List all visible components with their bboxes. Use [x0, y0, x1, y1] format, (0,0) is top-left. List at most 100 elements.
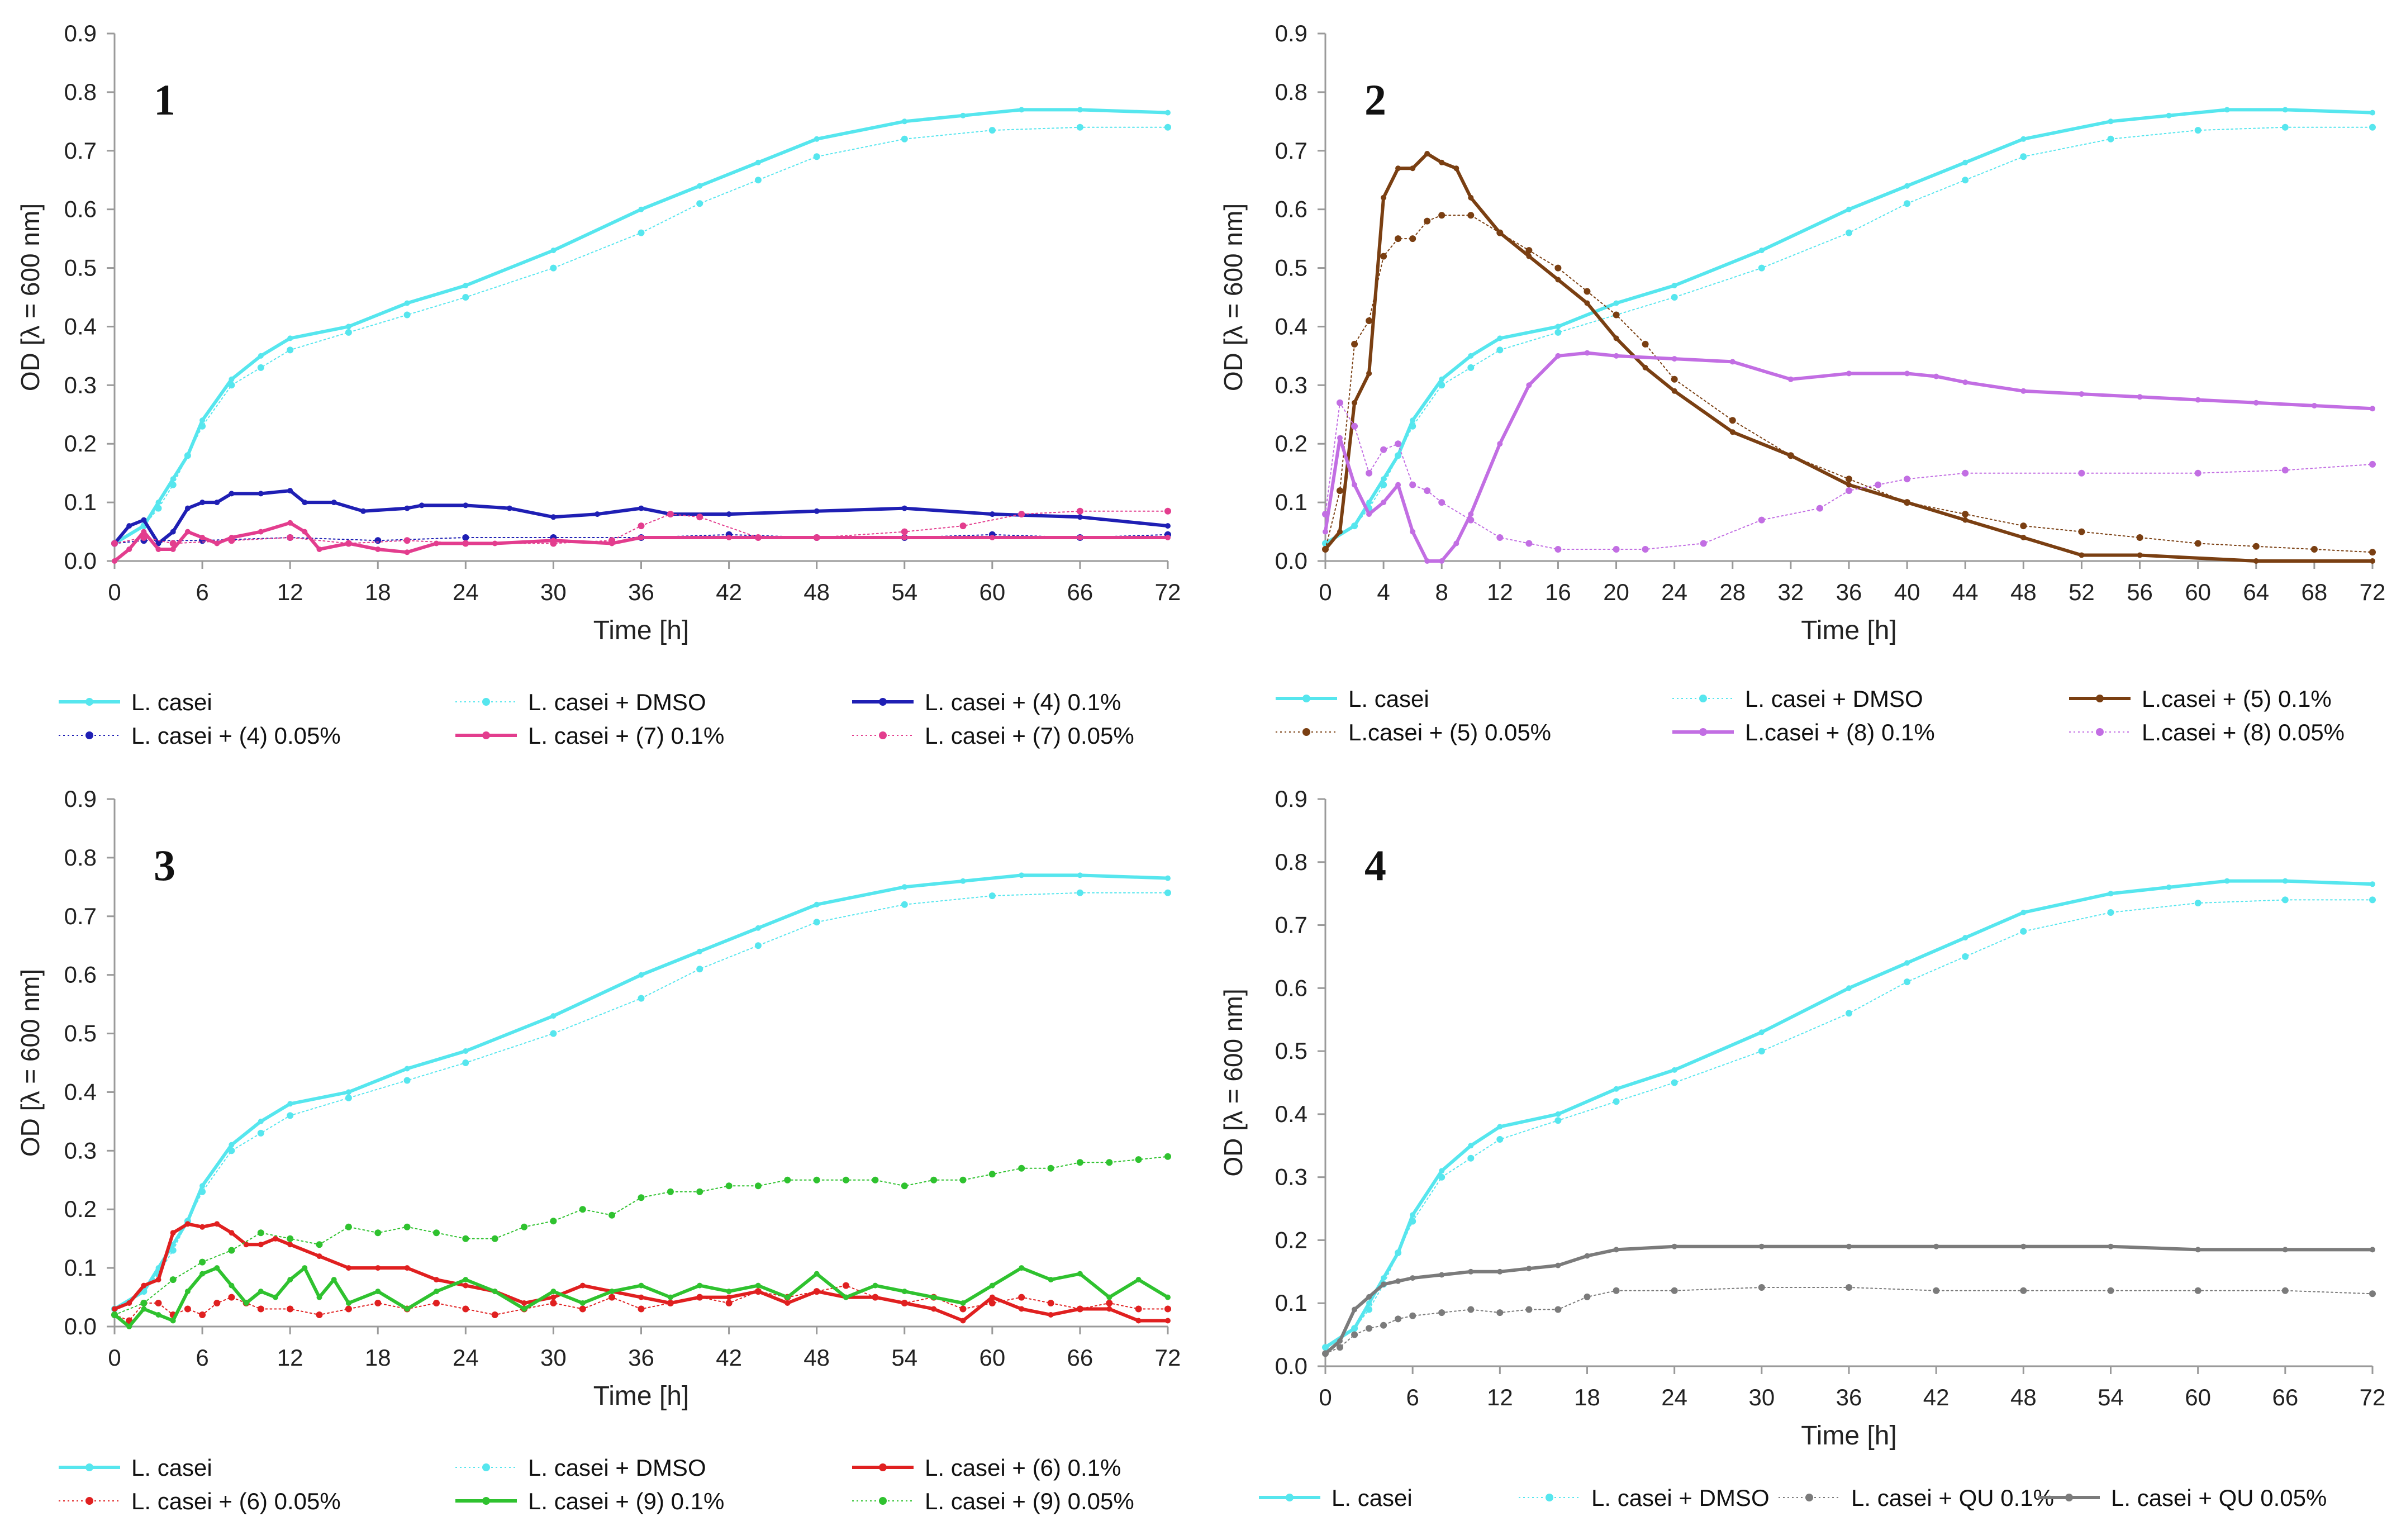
data-point — [696, 200, 703, 207]
data-point — [199, 417, 206, 424]
y-tick-label: 0.8 — [64, 844, 97, 871]
y-axis-title: OD [λ = 600 nm] — [1219, 203, 1248, 391]
data-point — [1076, 507, 1083, 515]
legend-label: L. casei + (4) 0.1% — [925, 689, 1121, 715]
data-point — [1439, 1272, 1445, 1278]
legend-swatch-marker — [482, 731, 490, 739]
data-point — [1380, 253, 1387, 260]
data-point — [1787, 376, 1794, 382]
legend-item-l-casei-dmso: L. casei + DMSO — [1519, 1485, 1770, 1511]
x-tick-label: 72 — [1155, 1344, 1181, 1371]
data-point — [959, 1176, 967, 1183]
x-tick-label: 36 — [628, 1344, 654, 1371]
data-point — [1787, 452, 1794, 459]
y-tick-label: 0.4 — [1275, 313, 1307, 339]
y-tick-label: 0.5 — [1275, 1038, 1307, 1064]
data-point — [1453, 540, 1459, 546]
data-point — [199, 1183, 206, 1189]
data-point — [462, 294, 469, 301]
data-point — [2370, 881, 2375, 887]
data-point — [2281, 1287, 2289, 1294]
data-point — [1526, 1266, 1532, 1272]
data-point — [1409, 1218, 1416, 1225]
data-point — [638, 535, 644, 540]
data-point — [1351, 340, 1358, 348]
y-tick-label: 0.0 — [64, 1313, 97, 1339]
y-tick-label: 0.1 — [1275, 1290, 1307, 1316]
data-point — [170, 529, 176, 535]
data-point — [755, 925, 761, 931]
data-point — [229, 1230, 235, 1236]
data-point — [931, 1306, 937, 1312]
data-point — [1613, 1287, 1620, 1294]
data-point — [1671, 294, 1678, 301]
data-point — [463, 1277, 469, 1283]
legend-label: L. casei — [131, 689, 212, 715]
data-point — [1700, 540, 1707, 547]
series-line — [113, 873, 1169, 1311]
x-tick-label: 8 — [1435, 579, 1448, 605]
legend-item-l-casei-6-0-05: L. casei + (6) 0.05% — [59, 1488, 341, 1514]
x-tick-label: 66 — [1067, 1344, 1093, 1371]
data-point — [1904, 200, 1911, 207]
data-point — [755, 159, 761, 165]
data-point — [1933, 373, 1939, 379]
data-point — [229, 376, 235, 382]
series-l-casei-9-0-1 — [112, 1265, 1171, 1329]
x-tick-label: 24 — [453, 1344, 479, 1371]
data-point — [126, 523, 132, 529]
data-point — [199, 1258, 206, 1266]
data-point — [214, 1221, 220, 1227]
data-point — [1525, 540, 1533, 547]
data-point — [2078, 469, 2085, 477]
data-point — [1076, 123, 1083, 131]
data-point — [1497, 441, 1503, 447]
data-point — [1351, 1331, 1358, 1338]
legend-swatch-marker — [879, 698, 887, 706]
series-line — [114, 1156, 1168, 1315]
data-point — [2253, 400, 2259, 406]
data-point — [2370, 406, 2375, 412]
y-tick-label: 0.0 — [1275, 548, 1307, 574]
data-point — [2194, 127, 2201, 134]
x-tick-label: 20 — [1603, 579, 1629, 605]
data-point — [1438, 1309, 1445, 1316]
data-point — [155, 500, 161, 506]
data-point — [2369, 460, 2376, 468]
data-point — [2020, 1243, 2027, 1249]
data-point — [112, 1306, 117, 1312]
y-tick-label: 0.2 — [64, 430, 97, 457]
data-point — [638, 1294, 644, 1300]
x-tick-label: 60 — [2185, 579, 2211, 605]
y-tick-label: 0.9 — [64, 20, 97, 46]
data-point — [1410, 529, 1416, 535]
data-point — [813, 1288, 820, 1295]
data-point — [1410, 417, 1416, 424]
data-point — [988, 1300, 996, 1306]
data-point — [1904, 183, 1910, 189]
data-point — [667, 511, 674, 518]
x-tick-label: 24 — [453, 579, 479, 605]
data-point — [360, 508, 367, 514]
data-point — [1439, 1168, 1445, 1174]
x-tick-label: 66 — [2272, 1384, 2298, 1410]
legend-label: L. casei + DMSO — [1591, 1485, 1770, 1511]
legend-swatch-marker — [2096, 695, 2104, 702]
data-point — [1351, 422, 1358, 430]
legend-swatch-marker — [879, 731, 887, 739]
data-point — [258, 529, 264, 535]
legend-item-l-casei-dmso: L. casei + DMSO — [455, 689, 706, 715]
data-point — [1352, 482, 1358, 488]
data-point — [434, 1277, 439, 1283]
data-point — [1584, 1293, 1591, 1300]
data-point — [1904, 370, 1910, 377]
data-point — [126, 1300, 132, 1306]
data-point — [1439, 376, 1445, 382]
data-point — [243, 1300, 249, 1306]
data-point — [959, 522, 967, 530]
data-point — [725, 1300, 733, 1306]
y-tick-label: 0.4 — [1275, 1101, 1307, 1127]
data-point — [1410, 1275, 1416, 1281]
data-point — [1496, 346, 1504, 354]
y-tick-label: 0.7 — [64, 903, 97, 929]
